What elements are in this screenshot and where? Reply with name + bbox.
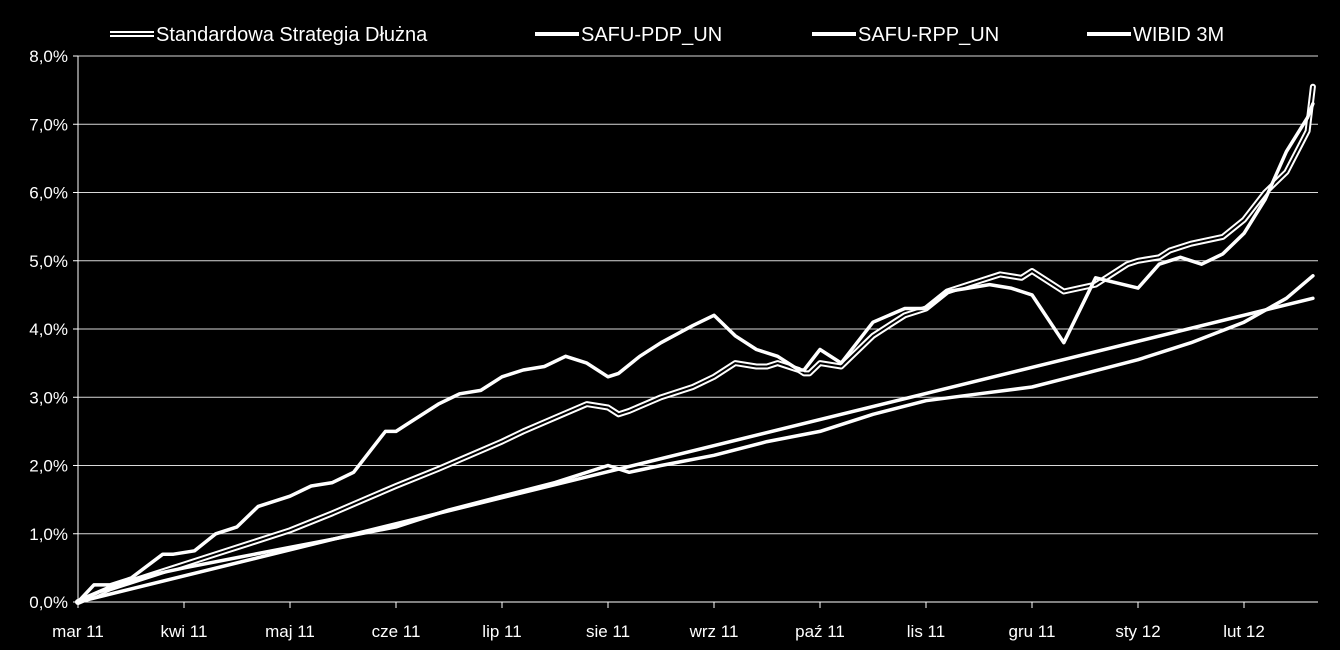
x-tick-label: wrz 11 <box>689 622 739 641</box>
y-tick-label: 5,0% <box>29 252 68 271</box>
y-tick-label: 6,0% <box>29 184 68 203</box>
series-line-3 <box>76 296 1315 604</box>
legend-label: Standardowa Strategia Dłużna <box>156 24 428 46</box>
legend-label: SAFU-RPP_UN <box>858 24 999 46</box>
x-tick-label: maj 11 <box>265 622 315 641</box>
series-line-1 <box>76 274 1315 604</box>
x-axis: mar 11 kwi 11 maj 11 cze 11 lip 11 sie 11 wrz … <box>52 601 1318 641</box>
x-tick-label: cze 11 <box>372 622 421 641</box>
y-tick-label: 7,0% <box>29 115 68 134</box>
series-lines <box>75 83 1316 605</box>
x-tick-label: lut 12 <box>1223 622 1265 641</box>
x-tick-label: kwi 11 <box>161 622 208 641</box>
x-tick-label: sie 11 <box>586 622 630 641</box>
x-tick-label: paź 11 <box>795 622 845 641</box>
y-tick-label: 1,0% <box>29 525 68 544</box>
gridlines <box>78 55 1318 535</box>
legend-label: WIBID 3M <box>1133 24 1224 46</box>
x-tick-label: lis 11 <box>907 622 945 641</box>
legend: Standardowa Strategia Dłużna SAFU-PDP_UN S… <box>110 24 1224 46</box>
x-tick-label: lip 11 <box>482 622 521 641</box>
x-tick-label: sty 12 <box>1115 622 1160 641</box>
y-tick-label: 4,0% <box>29 320 68 339</box>
y-axis: 0,0% 1,0% 2,0% 3,0% 4,0% 5,0% 6,0% 7,0% 8,0% <box>29 47 79 612</box>
y-tick-label: 0,0% <box>29 593 68 612</box>
series-line-2 <box>76 102 1315 604</box>
y-tick-label: 2,0% <box>29 457 68 476</box>
legend-label: SAFU-PDP_UN <box>581 24 722 46</box>
x-tick-label: mar 11 <box>52 622 104 641</box>
y-tick-label: 3,0% <box>29 388 68 407</box>
x-tick-label: gru 11 <box>1009 622 1056 641</box>
y-tick-label: 8,0% <box>29 47 68 66</box>
